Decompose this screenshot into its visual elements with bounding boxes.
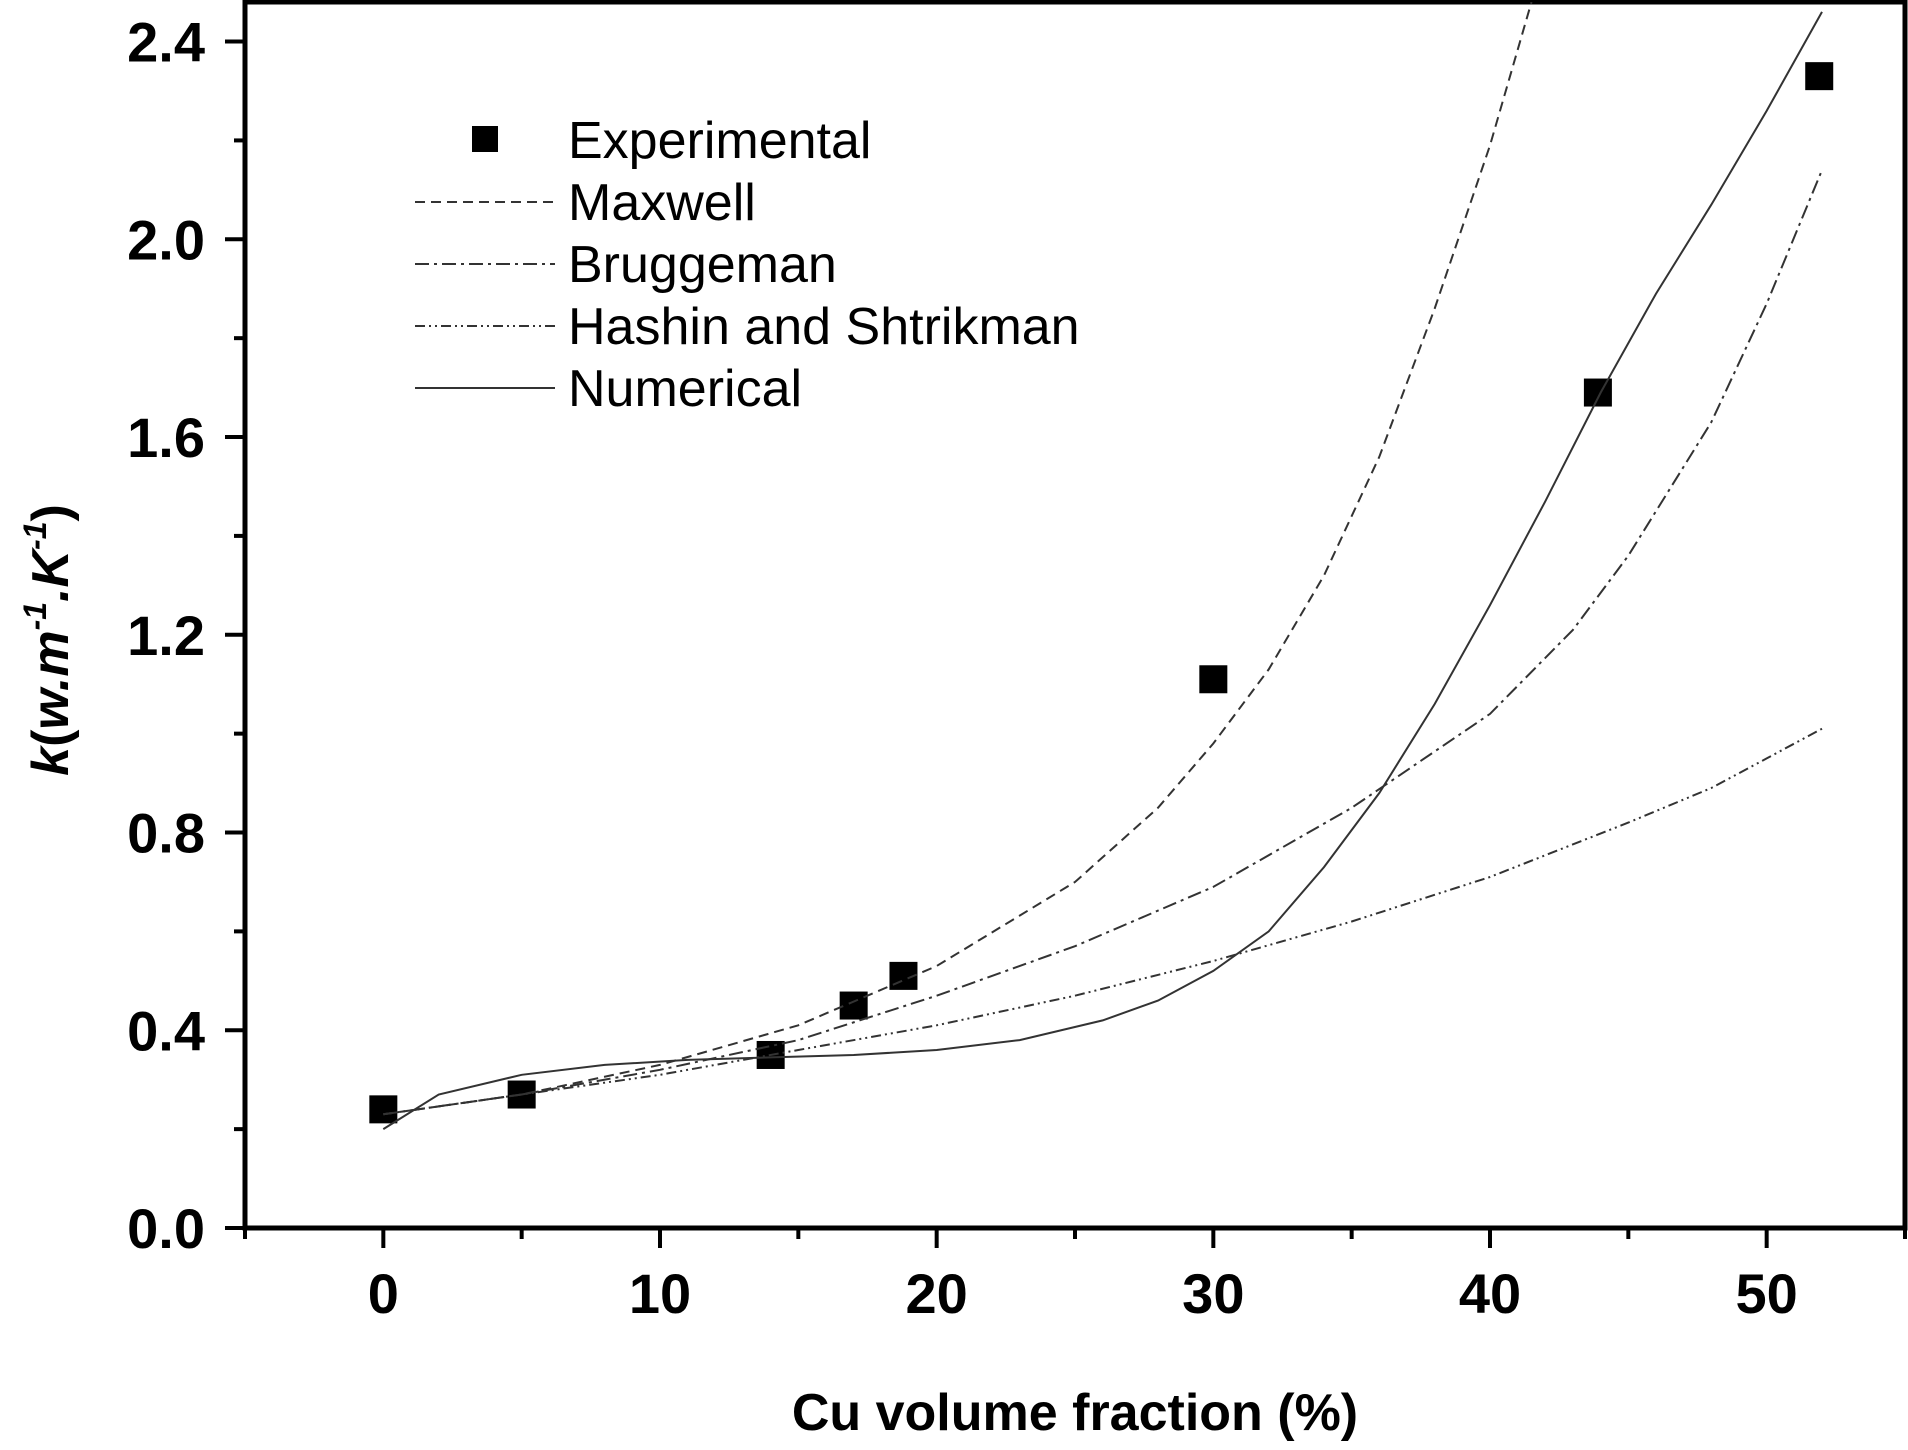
numerical-curve [382,11,1823,1130]
legend-label-hashin-and-shtrikman: Hashin and Shtrikman [568,298,1080,356]
axis-ticks [225,39,1907,1248]
maxwell-curve [383,2,1533,1116]
y-axis-title: k(w.m-1.K-1) [17,504,80,776]
hashin-and-shtrikman-curve [383,727,1823,1116]
y-axis-title-exp2: -1 [17,521,53,549]
experimental-point [369,1095,398,1124]
y-axis-title-unit-k: .K [22,546,80,601]
bruggeman-curve [383,169,1823,1116]
legend-label-bruggeman: Bruggeman [568,236,837,294]
y-tick-label: 2.0 [127,208,205,271]
x-tick-label: 10 [629,1262,691,1325]
plot-frame [242,0,1908,1231]
experimental-point [839,991,868,1020]
y-tick-label: 0.8 [127,802,205,865]
legend-label-numerical: Numerical [568,360,802,418]
y-axis-title-exp1: -1 [17,602,53,630]
y-tick-label: 0.4 [127,999,205,1062]
experimental-point [1583,378,1612,407]
legend-label-experimental: Experimental [568,112,871,170]
y-axis-title-open: ( [22,729,80,747]
x-axis-title: Cu volume fraction (%) [792,1384,1358,1442]
x-tick-label: 20 [906,1262,968,1325]
y-axis-title-close: ) [22,504,80,521]
y-axis-title-k: k [22,744,80,776]
y-tick-label: 0.0 [127,1197,205,1260]
y-tick-label: 1.2 [127,604,205,667]
series-layer [369,2,1834,1130]
x-tick-label: 30 [1182,1262,1244,1325]
legend-marker-experimental [472,126,498,152]
axis-tick-labels: 0 10 20 30 40 50 0.0 0.4 0.8 1.2 1.6 2.0 2.4 [127,11,1798,1325]
y-axis-title-unit-w: w.m [22,630,80,729]
x-tick-label: 40 [1459,1262,1521,1325]
x-tick-label: 50 [1736,1262,1798,1325]
experimental-point [1199,665,1228,694]
y-tick-label: 1.6 [127,406,205,469]
legend-label-maxwell: Maxwell [568,174,756,232]
experimental-point [1805,62,1834,91]
x-tick-label: 0 [368,1262,399,1325]
y-tick-label: 2.4 [127,11,205,74]
